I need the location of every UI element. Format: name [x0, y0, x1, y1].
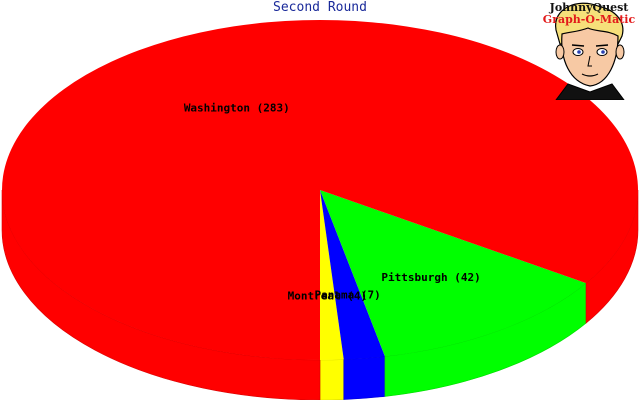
slice-label-montreal: Montreal (4) — [288, 289, 367, 302]
slice-label-panama: Panama (7) — [314, 288, 380, 301]
chart-title: Second Round — [273, 0, 367, 15]
pie-labels: Montreal (4)Panama (7)Pittsburgh (42) Was… — [184, 102, 481, 303]
pie-tops — [1, 20, 638, 361]
graph-o-matic-logo: JohnnyQuest Graph-O-Matic — [538, 0, 640, 101]
slice-pittsburgh — [320, 190, 587, 357]
slice-side-panama — [343, 356, 386, 400]
slice-montreal — [320, 190, 344, 360]
slice-side-montreal — [319, 359, 345, 400]
slice-washington — [1, 20, 638, 361]
slice-label-washington: Washington (283) — [184, 102, 290, 115]
slice-panama — [320, 190, 385, 360]
logo-line-1: JohnnyQuest — [549, 1, 630, 14]
logo-line-2: Graph-O-Matic — [543, 13, 636, 26]
slice-label-pittsburgh: Pittsburgh (42) — [381, 271, 480, 284]
pie-sides — [1, 189, 639, 400]
